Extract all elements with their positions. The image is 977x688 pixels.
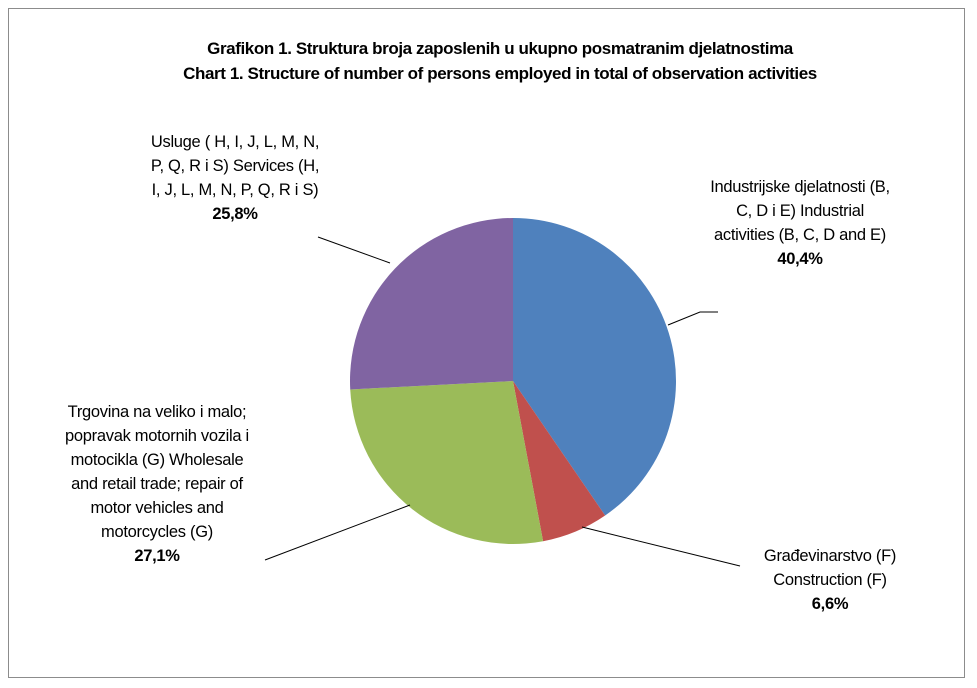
value-label: 25,8% [212,205,258,223]
category-label: Industrijske djelatnosti (B, C, D i E) I… [710,178,890,244]
category-label: Trgovina na veliko i malo; popravak moto… [65,403,249,541]
chart-title: Grafikon 1. Struktura broja zaposlenih u… [207,39,793,58]
pie-slice [513,381,606,542]
leader-line [581,526,741,567]
pie-slice [513,218,676,516]
slice-label: Usluge ( H, I, J, L, M, N, P, Q, R i S) … [145,130,325,226]
slice-label: Trgovina na veliko i malo; popravak moto… [62,400,252,568]
category-label: Usluge ( H, I, J, L, M, N, P, Q, R i S) … [150,133,320,199]
pie-slice [350,218,513,390]
pie-slice [350,381,544,544]
slice-label: Industrijske djelatnosti (B, C, D i E) I… [705,175,895,271]
leader-line [264,504,411,561]
value-label: 27,1% [134,547,180,565]
slice-label: Građevinarstvo (F) Construction (F) 6,6% [735,544,925,616]
leader-line [667,311,718,326]
category-label: Građevinarstvo (F) Construction (F) [763,547,897,589]
value-label: 40,4% [777,250,823,268]
value-label: 6,6% [811,595,849,613]
leader-line [317,236,391,264]
chart-subtitle: Chart 1. Structure of number of persons … [183,64,817,83]
